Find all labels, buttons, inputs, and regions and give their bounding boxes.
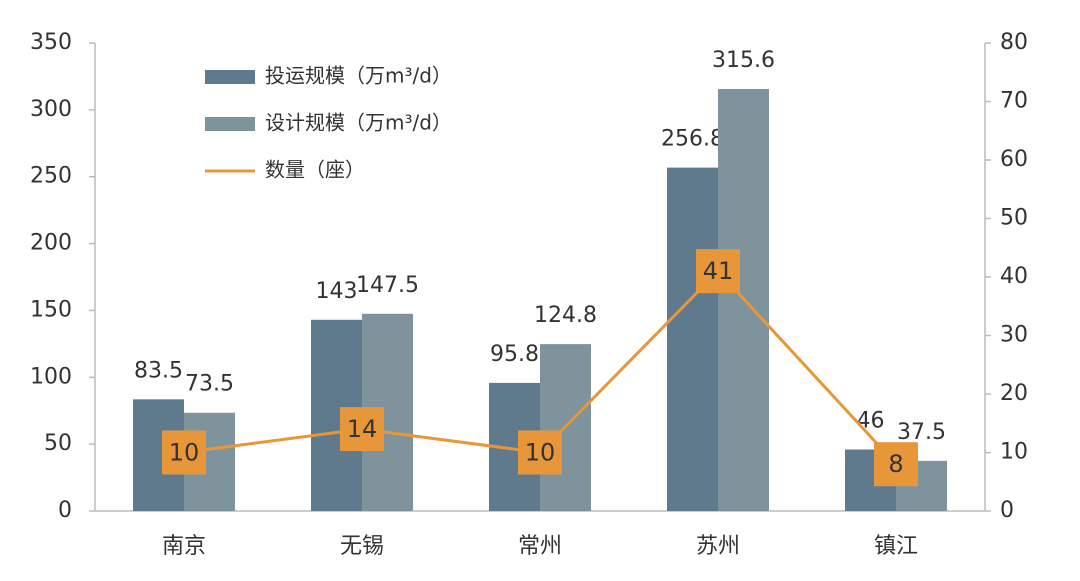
y-tick-label: 150 xyxy=(30,297,72,322)
bar-value-label: 46 xyxy=(857,408,885,433)
bar-value-label: 147.5 xyxy=(356,273,419,298)
bar xyxy=(667,167,718,512)
bar-value-label: 37.5 xyxy=(897,420,946,445)
y2-tick-label: 70 xyxy=(1000,89,1028,114)
line-value-label: 10 xyxy=(169,439,200,467)
y-tick-label: 50 xyxy=(44,431,72,456)
line-label-box xyxy=(696,249,740,294)
bar-value-label: 73.5 xyxy=(185,372,234,397)
line-value-label: 8 xyxy=(888,450,903,478)
y2-tick-label: 30 xyxy=(1000,323,1028,348)
bar-value-label: 143 xyxy=(316,279,358,304)
y2-tick-label: 80 xyxy=(1000,30,1028,55)
line-label-box xyxy=(340,407,384,452)
y2-tick-label: 10 xyxy=(1000,440,1028,465)
line-value-label: 41 xyxy=(703,257,734,285)
y-tick-label: 100 xyxy=(30,364,72,389)
line-value-label: 14 xyxy=(347,415,378,443)
bar-value-label: 124.8 xyxy=(534,303,597,328)
y2-tick-label: 60 xyxy=(1000,147,1028,172)
x-tick-label: 无锡 xyxy=(340,534,384,559)
x-tick-label: 南京 xyxy=(162,534,206,559)
bar-value-label: 315.6 xyxy=(712,48,775,73)
legend-label: 投运规模（万m³/d） xyxy=(265,64,452,88)
y-tick-label: 0 xyxy=(58,498,72,523)
line-label-box xyxy=(518,430,562,475)
y-tick-label: 250 xyxy=(30,164,72,189)
bar-value-label: 256.8 xyxy=(661,127,724,152)
y2-tick-label: 20 xyxy=(1000,381,1028,406)
y2-tick-label: 40 xyxy=(1000,264,1028,289)
y2-tick-label: 50 xyxy=(1000,206,1028,231)
y-tick-label: 200 xyxy=(30,231,72,256)
line-value-label: 10 xyxy=(525,439,556,467)
bar-value-label: 83.5 xyxy=(134,358,183,383)
y2-tick-label: 0 xyxy=(1000,498,1014,523)
y-tick-label: 350 xyxy=(30,30,72,55)
x-tick-label: 常州 xyxy=(518,534,562,559)
x-tick-label: 苏州 xyxy=(696,534,740,559)
legend-label: 数量（座） xyxy=(265,158,365,182)
x-tick-label: 镇江 xyxy=(874,534,918,559)
legend-label: 设计规模（万m³/d） xyxy=(265,111,452,135)
line-label-box xyxy=(874,442,918,487)
legend-swatch xyxy=(205,70,255,84)
line-label-box xyxy=(162,430,206,475)
legend-swatch xyxy=(205,117,255,131)
y-tick-label: 300 xyxy=(30,97,72,122)
bar-value-label: 95.8 xyxy=(490,342,539,367)
